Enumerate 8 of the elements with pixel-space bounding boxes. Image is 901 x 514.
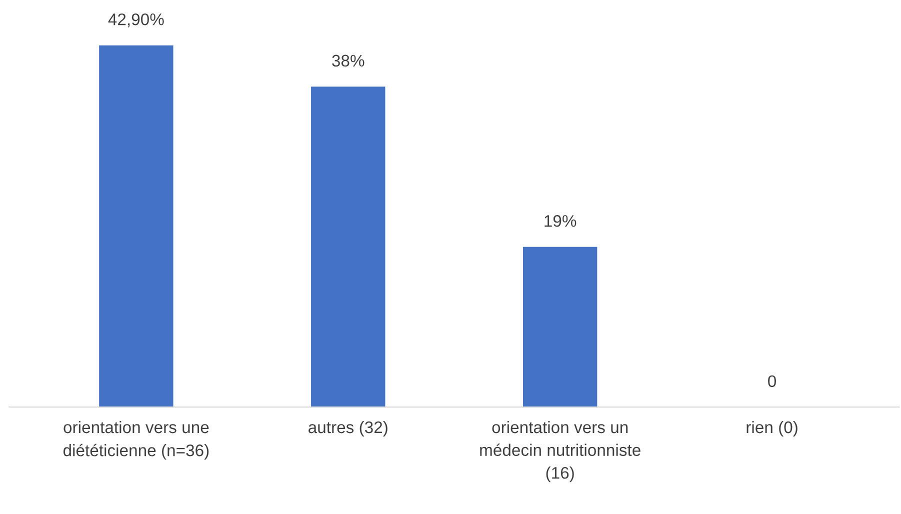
x-tick-label: autres (32) xyxy=(308,420,388,437)
data-label: 42,90% xyxy=(108,13,164,28)
data-label: 19% xyxy=(544,215,576,227)
x-tick-label: orientation vers un médecin nutritionniste (16) xyxy=(480,420,640,482)
data-label: 38% xyxy=(332,54,364,67)
data-label: 0 xyxy=(768,375,776,388)
x-tick-label: orientation vers une diététicienne (n=36) xyxy=(63,420,209,460)
x-tick-label: rien (0) xyxy=(746,420,798,437)
